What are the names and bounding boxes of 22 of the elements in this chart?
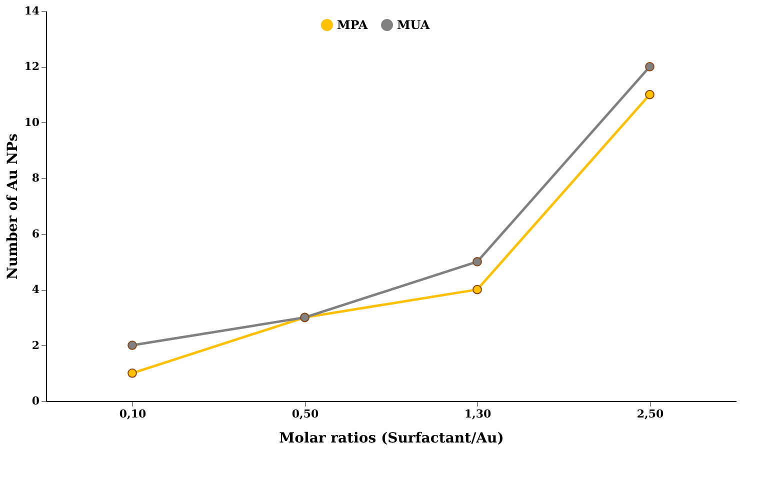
- y-tick-label: 8: [32, 172, 40, 185]
- y-tick-label: 6: [32, 227, 40, 240]
- point: [472, 284, 482, 294]
- x-tick-label: 0,10: [119, 408, 146, 420]
- point: [128, 368, 137, 378]
- point: [472, 257, 482, 266]
- y-tick-label: 2: [32, 338, 40, 352]
- y-tick-label: 10: [24, 116, 40, 129]
- point: [645, 90, 654, 100]
- point: [645, 62, 654, 72]
- x-tick-label: 2,50: [636, 408, 664, 420]
- x-tick-label: 1,30: [464, 408, 492, 420]
- legend-label: MUA: [397, 18, 430, 32]
- y-tick-label: 12: [24, 60, 40, 74]
- x-tick-label: 0,50: [292, 408, 319, 420]
- y-axis-title: Number of Au NPs: [5, 133, 22, 280]
- y-tick-label: 0: [32, 394, 40, 408]
- y-tick-label: 4: [32, 283, 40, 296]
- x-axis-title: Molar ratios (Surfactant/Au): [279, 430, 504, 446]
- y-tick-label: 14: [24, 4, 40, 18]
- legend-label: MPA: [337, 18, 368, 32]
- point: [128, 340, 137, 350]
